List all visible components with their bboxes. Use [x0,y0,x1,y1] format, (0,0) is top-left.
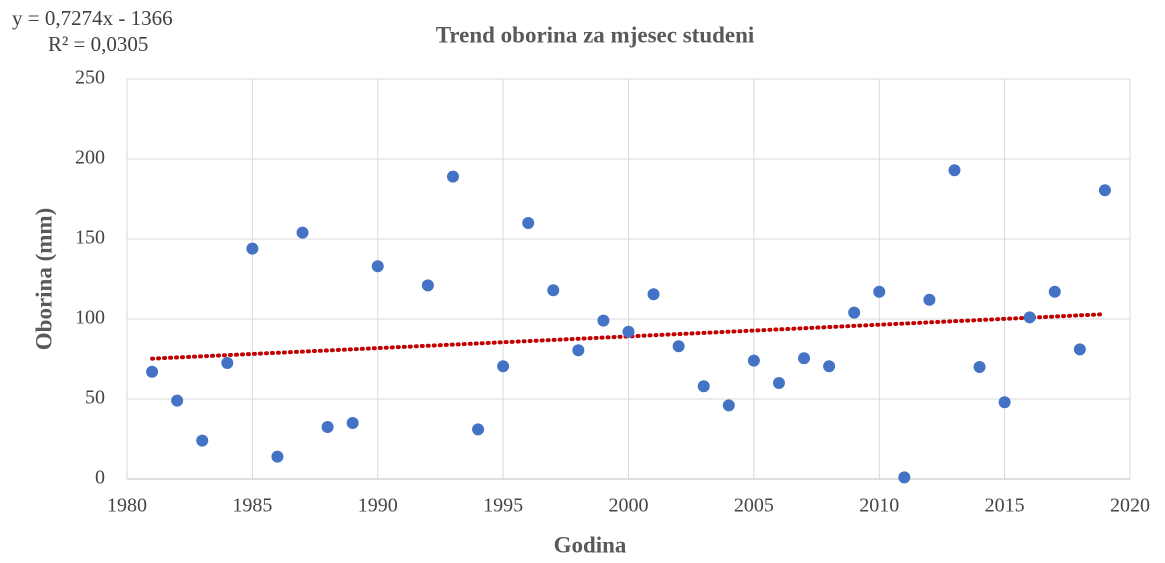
x-tick-label: 2020 [1110,495,1150,517]
data-point [622,325,635,338]
x-tick-label: 2015 [985,495,1025,517]
data-point [196,434,209,447]
data-point [321,421,334,433]
data-point [898,471,911,484]
data-point [798,352,811,365]
data-point [973,361,986,373]
x-tick-label: 2010 [859,495,899,517]
data-point [371,260,384,273]
y-tick-label: 150 [75,227,105,249]
x-tick-label: 2005 [734,495,774,517]
data-point [848,306,861,319]
data-point [547,284,560,297]
data-point [1023,311,1036,324]
data-point [497,360,510,373]
data-point [171,394,184,407]
data-point [1098,184,1111,197]
x-tick-label: 1990 [358,495,398,517]
data-point [672,340,685,353]
data-point [747,354,760,367]
x-tick-label: 1995 [483,495,523,517]
y-tick-label: 50 [85,387,105,409]
x-tick-label: 1980 [107,495,147,517]
data-point [296,226,309,239]
data-point [346,417,359,429]
data-point [146,365,159,378]
y-axis-label: Oborina (mm) [31,208,56,350]
x-axis-label: Godina [554,532,627,557]
data-point [271,450,284,463]
y-tick-label: 200 [75,147,105,169]
data-point [246,242,259,255]
data-point [873,285,886,298]
data-point [823,360,836,373]
y-tick-label: 0 [95,467,105,489]
data-point [772,377,785,389]
data-point [1073,343,1086,356]
data-point [221,357,234,369]
data-point [998,396,1011,409]
r-squared: R² = 0,0305 [48,32,148,56]
data-point [647,288,660,301]
data-point [923,293,936,306]
y-tick-label: 100 [75,307,105,329]
data-point [472,423,485,436]
data-point [722,399,735,412]
data-point [572,344,585,357]
data-point [446,170,459,183]
x-tick-label: 2000 [609,495,649,517]
data-point [697,380,710,393]
data-point [948,164,961,177]
data-point [522,217,535,229]
chart-title: Trend oborina za mjesec studeni [436,22,755,47]
data-point [421,279,434,292]
data-point [1048,285,1061,298]
equation: y = 0,7274x - 1366 [12,6,173,30]
data-point [597,314,610,327]
y-tick-label: 250 [75,67,105,89]
x-tick-label: 1985 [232,495,272,517]
